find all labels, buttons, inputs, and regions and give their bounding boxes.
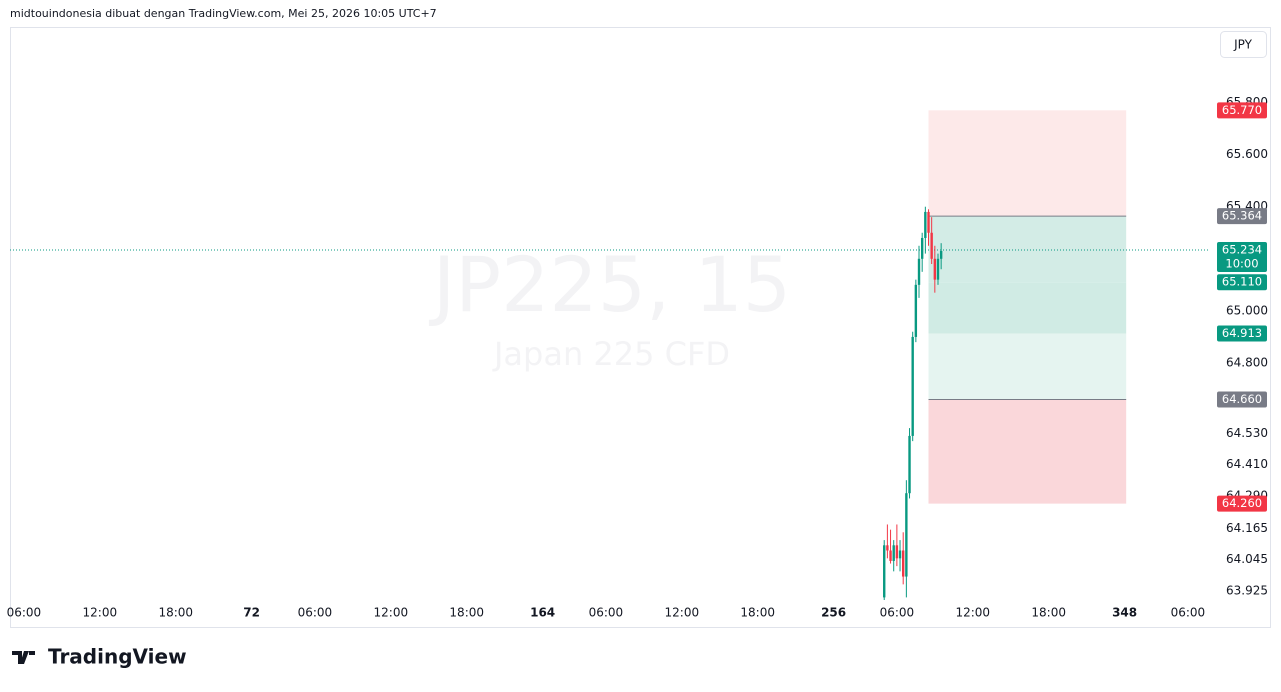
y-tick-label: 64.530: [1226, 426, 1268, 440]
price-badge: [1217, 495, 1267, 512]
x-tick-label: 18:00: [740, 606, 775, 620]
currency-label: JPY: [1233, 38, 1253, 52]
x-tick-label: 06:00: [7, 606, 42, 620]
candle-body: [936, 258, 940, 280]
candle-body: [914, 284, 918, 337]
x-tick-label: 348: [1112, 606, 1137, 620]
candle-body: [930, 232, 933, 259]
logo: TradingView: [12, 645, 187, 669]
price-badge: [1217, 391, 1267, 408]
x-tick-label: 18:00: [158, 606, 193, 620]
candle-body: [920, 237, 924, 259]
candle-body: [908, 435, 911, 494]
price-badge: [1217, 102, 1267, 119]
x-tick-label: 18:00: [1031, 606, 1066, 620]
y-tick-label: 64.410: [1226, 457, 1268, 471]
candle-body: [927, 211, 930, 233]
x-tick-label: 12:00: [955, 606, 990, 620]
candle-body: [917, 258, 921, 285]
candle-body: [924, 211, 927, 238]
price-badge-time: 10:00: [1225, 256, 1258, 270]
candle-body: [892, 545, 895, 561]
x-tick-label: 12:00: [83, 606, 118, 620]
candle-body: [895, 545, 899, 559]
x-tick-label: 256: [821, 606, 846, 620]
x-tick-label: 12:00: [374, 606, 409, 620]
header: midtouindonesia dibuat dengan TradingVie…: [10, 7, 437, 20]
logo-icon: [12, 651, 35, 664]
watermark-subtitle: Japan 225 CFD: [492, 335, 730, 373]
price-badge-label: 64.913: [1222, 326, 1262, 340]
price-badge: [1217, 208, 1267, 225]
price-badge-label: 64.260: [1222, 496, 1262, 510]
price-badge: [1217, 325, 1267, 342]
x-tick-label: 06:00: [298, 606, 333, 620]
zone: [928, 333, 1127, 400]
price-badge-label: 65.770: [1222, 103, 1262, 117]
x-tick-label: 12:00: [665, 606, 700, 620]
candle-body: [901, 550, 905, 577]
frame: [10, 27, 1271, 628]
logo-text: TradingView: [48, 645, 187, 669]
x-tick-label: 06:00: [1171, 606, 1206, 620]
price-badge-label: 65.234: [1222, 242, 1262, 256]
candle-body: [911, 336, 914, 436]
plot: [10, 110, 1210, 600]
currency-button[interactable]: [1220, 31, 1267, 58]
y-tick-label: 65.600: [1226, 147, 1268, 161]
zone: [928, 216, 1127, 283]
candle-body: [905, 493, 908, 577]
y-tick-label: 64.045: [1226, 552, 1268, 566]
y-tick-label: 64.800: [1226, 355, 1268, 369]
x-tick-label: 164: [530, 606, 555, 620]
zone: [928, 110, 1127, 217]
y-tick-label: 65.000: [1226, 303, 1268, 317]
candle-body: [939, 250, 943, 259]
price-badge-label: 65.110: [1222, 275, 1262, 289]
watermark-title: JP225, 15: [429, 240, 791, 329]
x-tick-label: 06:00: [880, 606, 915, 620]
y-tick-label: 64.165: [1226, 521, 1268, 535]
candle-body: [886, 545, 889, 551]
candle-body: [898, 550, 902, 559]
price-badge: [1217, 241, 1267, 272]
x-tick-label: 06:00: [589, 606, 624, 620]
x-tick-label: 72: [243, 606, 260, 620]
candle-body: [889, 550, 892, 561]
candle-body: [933, 258, 937, 280]
price-badge-label: 64.660: [1222, 392, 1262, 406]
price-badge: [1217, 274, 1267, 291]
price-badge-label: 65.364: [1222, 209, 1262, 223]
candle-body: [883, 545, 886, 598]
y-tick-label: 63.925: [1226, 583, 1268, 597]
zone: [928, 282, 1127, 334]
x-tick-label: 18:00: [449, 606, 484, 620]
zone: [928, 399, 1127, 504]
